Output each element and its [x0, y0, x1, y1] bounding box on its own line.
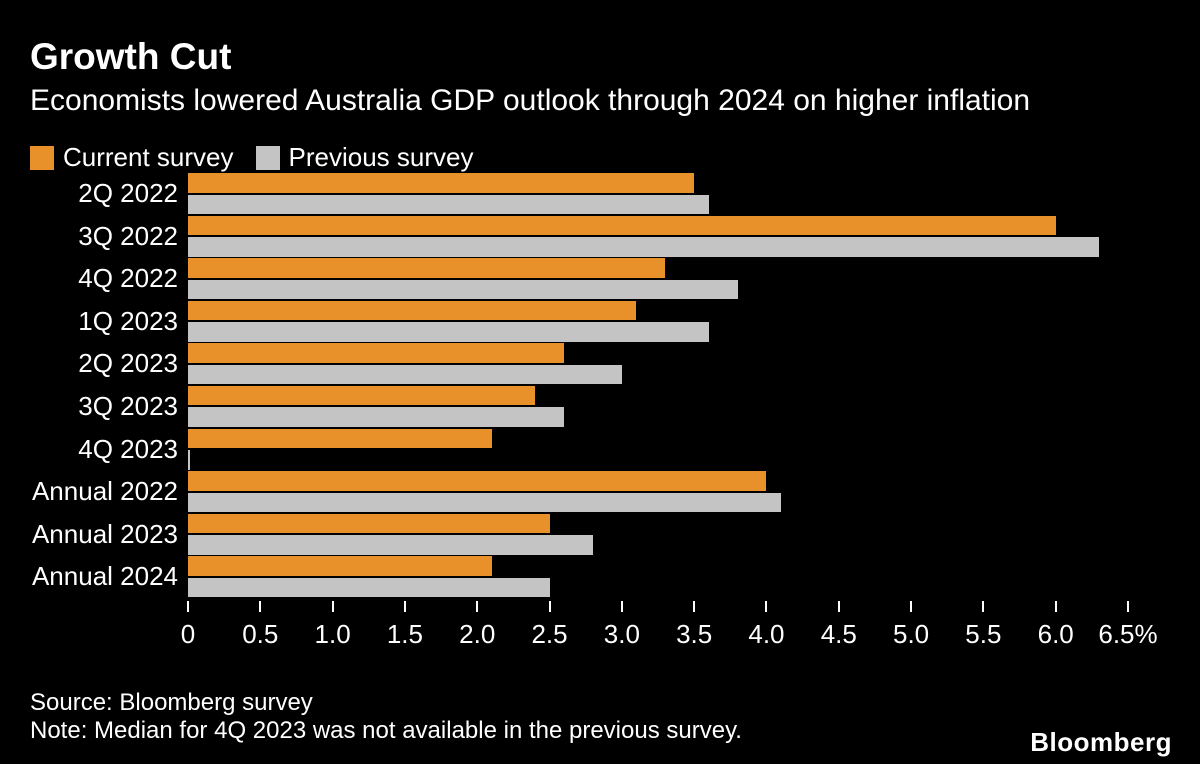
bar-group: 4Q 2023 [30, 428, 1128, 472]
legend-item-previous: Previous survey [255, 142, 474, 173]
current-survey-bar [188, 471, 767, 491]
bar-group: 1Q 2023 [30, 300, 1128, 344]
axis-tick-label: 2.0 [459, 618, 496, 649]
axis-tick [187, 600, 189, 612]
previous-survey-bar [188, 450, 190, 470]
axis-tick-label: 6.0 [1037, 618, 1074, 649]
bar-group: 2Q 2023 [30, 343, 1128, 386]
current-survey-swatch [30, 145, 54, 170]
axis-tick-label: 3.5 [676, 618, 713, 649]
axis-tick-label: 5.5 [965, 618, 1002, 649]
axis-tick [620, 600, 623, 612]
previous-survey-bar [188, 407, 564, 427]
previous-survey-swatch [255, 145, 280, 170]
current-survey-bar [188, 215, 1056, 236]
axis-tick [693, 600, 696, 612]
bar-pair [188, 428, 1128, 472]
axis-tick-label: 4.0 [748, 618, 785, 649]
current-survey-bar [188, 428, 492, 449]
axis-tick [837, 600, 840, 612]
axis-tick-label: 2.5 [531, 618, 568, 649]
axis-tick [982, 600, 985, 612]
axis-tick-label: 0 [180, 618, 196, 649]
previous-survey-bar [188, 492, 781, 513]
category-label: 3Q 2022 [78, 220, 178, 251]
current-survey-bar [188, 300, 637, 321]
category-label: 1Q 2023 [78, 305, 178, 336]
current-survey-bar [188, 513, 550, 534]
category-label: 3Q 2023 [78, 390, 178, 421]
bar-chart: 2Q 2022 3Q 2022 4Q 2022 1Q 2023 2Q 2023 3Q 20… [30, 173, 1158, 661]
bar-pair [188, 343, 1128, 386]
bar-pair [188, 471, 1128, 514]
category-label: 2Q 2023 [78, 348, 178, 379]
bar-group: Annual 2022 [30, 471, 1128, 514]
category-label: Annual 2023 [31, 518, 178, 549]
axis-tick [548, 600, 551, 612]
axis-tick [765, 600, 768, 612]
source-note: Source: Bloomberg survey [30, 689, 313, 716]
previous-survey-bar [188, 279, 738, 300]
previous-survey-bar [188, 364, 622, 385]
chart-title: Growth Cut [30, 36, 232, 77]
bar-pair [188, 215, 1128, 259]
bar-pair [188, 556, 1128, 599]
chart-subtitle: Economists lowered Australia GDP outlook… [30, 84, 1031, 117]
bar-group: Annual 2023 [30, 513, 1128, 557]
bar-chart-rows: 2Q 2022 3Q 2022 4Q 2022 1Q 2023 2Q 2023 3Q 20… [30, 173, 1128, 599]
previous-survey-bar [188, 237, 1100, 257]
axis-tick-label: 0.5 [242, 618, 279, 649]
current-survey-bar [188, 258, 666, 278]
axis-tick [259, 600, 262, 612]
axis-tick [331, 600, 334, 612]
axis-tick-label: 5.0 [892, 618, 930, 649]
bar-group: 3Q 2023 [30, 385, 1128, 429]
bar-pair [188, 300, 1128, 344]
footnote: Note: Median for 4Q 2023 was not availab… [30, 717, 742, 744]
bar-group: 2Q 2022 [30, 173, 1128, 216]
axis-tick-label: 1.5 [386, 618, 423, 649]
bar-group: Annual 2024 [30, 556, 1128, 599]
bar-pair [188, 173, 1128, 216]
current-survey-bar [188, 173, 695, 193]
x-axis: 0 0.5 1.0 1.5 2.0 2.5 3.0 3.5 4.0 4.5 5.0 5.5 6.0 6.5… [181, 599, 1158, 661]
bar-group: 3Q 2022 [30, 215, 1128, 259]
previous-survey-bar [188, 577, 550, 598]
axis-tick-label: 1.0 [314, 618, 351, 649]
bloomberg-logo: Bloomberg [1030, 727, 1172, 757]
axis-tick-label: 6.5% [1098, 618, 1158, 649]
bar-pair [188, 385, 1128, 429]
previous-survey-bar [188, 322, 709, 342]
category-label: 2Q 2022 [78, 178, 178, 208]
legend-label-current: Current survey [63, 142, 234, 172]
current-survey-bar [188, 343, 564, 363]
bar-group: 4Q 2022 [30, 258, 1128, 301]
legend-item-current: Current survey [30, 142, 234, 173]
category-label: 4Q 2022 [78, 263, 178, 294]
bar-pair [188, 513, 1128, 557]
category-label: Annual 2022 [31, 476, 178, 507]
legend-label-previous: Previous survey [288, 142, 474, 172]
category-label: 4Q 2023 [78, 433, 178, 464]
category-label: Annual 2024 [31, 561, 178, 592]
axis-tick [910, 600, 913, 612]
axis-tick [476, 600, 479, 612]
bar-pair [188, 258, 1128, 301]
axis-tick [1054, 600, 1057, 612]
legend: Current survey Previous survey [30, 142, 473, 173]
axis-tick [1127, 600, 1129, 612]
axis-tick-label: 3.0 [603, 618, 640, 649]
current-survey-bar [188, 556, 492, 576]
axis-tick-label: 4.5 [820, 618, 857, 649]
previous-survey-bar [188, 535, 593, 555]
current-survey-bar [188, 385, 536, 406]
axis-tick [403, 600, 406, 612]
previous-survey-bar [188, 194, 709, 214]
